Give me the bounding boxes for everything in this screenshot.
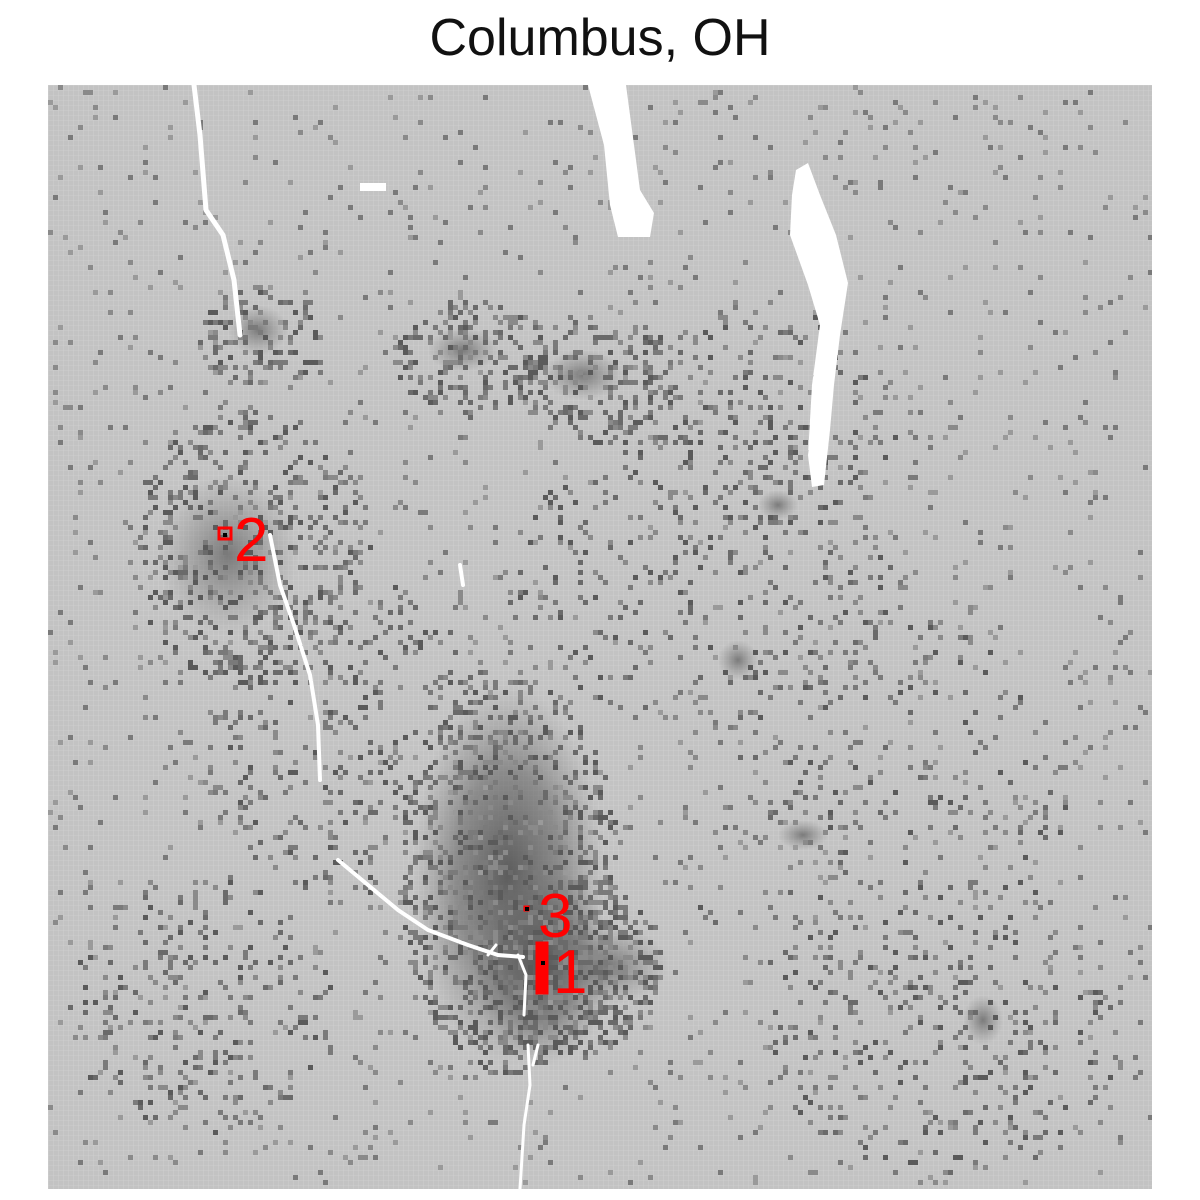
map-title: Columbus, OH <box>429 9 771 67</box>
map-marker-2[interactable]: 2 <box>217 506 268 575</box>
marker-layer[interactable]: 1 2 3 <box>217 506 587 1007</box>
marker-point-2 <box>223 533 227 537</box>
density-map[interactable]: 1 2 3 <box>48 85 1152 1189</box>
marker-point-3 <box>525 907 529 911</box>
river-lines <box>191 85 540 1189</box>
marker-label-1: 1 <box>553 938 587 1007</box>
marker-label-2: 2 <box>234 506 268 575</box>
map-panel[interactable]: 1 2 3 <box>48 85 1152 1189</box>
map-marker-1[interactable]: 1 <box>535 938 587 1007</box>
marker-highlight-1 <box>535 941 549 995</box>
marker-label-3: 3 <box>538 882 572 951</box>
marker-point-1 <box>541 961 545 965</box>
water-features <box>360 85 848 487</box>
map-marker-3[interactable]: 3 <box>523 882 572 951</box>
marker-highlight-2 <box>217 526 233 541</box>
density-cells <box>48 85 1152 1185</box>
